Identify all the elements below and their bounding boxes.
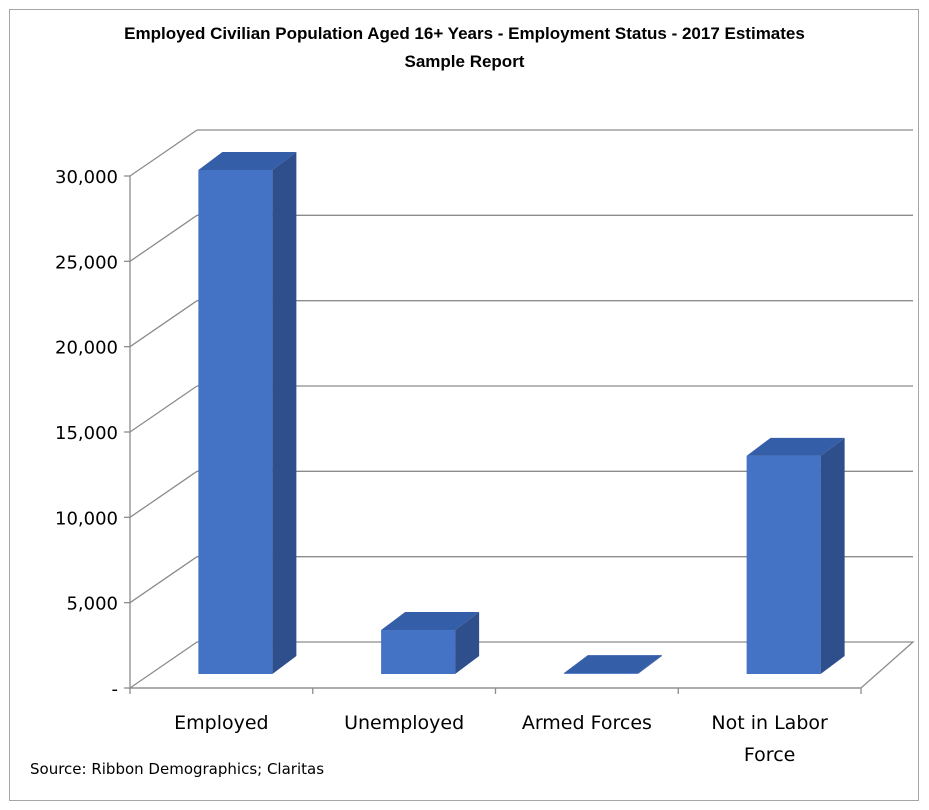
gridline-diag <box>129 470 198 518</box>
source-note: Source: Ribbon Demographics; Claritas <box>30 760 325 778</box>
bar-front <box>746 455 821 674</box>
chart-subtitle: Sample Report <box>404 52 525 71</box>
x-category-label: Armed Forces <box>522 712 652 734</box>
x-category-label: Force <box>744 744 795 766</box>
chart-title-line: Employed Civilian Population Aged 16+ Ye… <box>124 24 805 43</box>
x-category-label: Not in Labor <box>711 712 828 734</box>
bar-side <box>820 437 845 674</box>
gridline-diag <box>129 556 198 604</box>
bar <box>198 152 297 674</box>
chart-frame <box>9 9 919 801</box>
y-tick-label: 20,000 <box>55 338 118 359</box>
axis-layer: - 5,000 10,000 15,000 20,000 25,000 30,000 <box>55 167 862 700</box>
bar-side <box>272 152 297 674</box>
bar <box>563 655 662 674</box>
label-layer: Employed Unemployed Armed Forces Not in Lab… <box>174 712 828 766</box>
y-tick-label: 10,000 <box>55 508 118 529</box>
bar-layer <box>198 152 845 674</box>
bar-top <box>746 437 845 456</box>
y-tick-label: 30,000 <box>55 167 118 188</box>
bar-front <box>563 673 638 674</box>
bar <box>381 612 480 674</box>
bar-front <box>381 630 456 674</box>
bar-side <box>455 612 480 674</box>
bar-front <box>198 170 273 674</box>
gridline-diag <box>129 300 198 348</box>
y-tick-label: 5,000 <box>66 594 118 615</box>
y-tick-label: 25,000 <box>55 252 118 273</box>
bar-top <box>563 655 662 674</box>
bar-top <box>381 612 480 631</box>
gridline-diag <box>129 385 198 433</box>
bar-top <box>198 152 297 170</box>
gridline-diag <box>129 214 198 262</box>
bar <box>746 437 845 674</box>
y-tick-label: 15,000 <box>55 423 118 444</box>
gridline-diag <box>129 129 198 177</box>
bar-side <box>637 655 662 674</box>
y-tick-label: - <box>112 679 119 700</box>
x-category-label: Unemployed <box>344 712 464 734</box>
x-category-label: Employed <box>174 712 268 734</box>
chart-title: Employed Civilian Population Aged 16+ Ye… <box>0 20 929 76</box>
